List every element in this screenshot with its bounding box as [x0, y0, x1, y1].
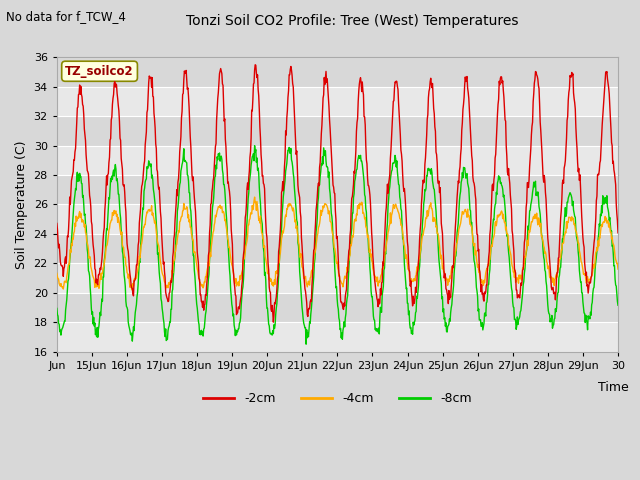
- Line: -4cm: -4cm: [57, 197, 618, 290]
- -4cm: [128, 287, 136, 293]
- -8cm: [302, 341, 310, 347]
- -4cm: [157, 267, 165, 273]
- Bar: [57, 204, 618, 234]
- -8cm: [80, 201, 88, 207]
- -8cm: [385, 196, 392, 202]
- -2cm: [287, 63, 295, 69]
- Line: -8cm: -8cm: [57, 145, 618, 344]
- X-axis label: Time: Time: [598, 381, 629, 394]
- -4cm: [588, 274, 595, 280]
- Bar: [57, 264, 618, 293]
- -4cm: [80, 220, 88, 226]
- -4cm: [251, 194, 259, 200]
- Bar: [57, 293, 618, 322]
- -8cm: [157, 296, 165, 302]
- -8cm: [596, 223, 604, 229]
- -2cm: [596, 160, 604, 166]
- -2cm: [252, 62, 259, 68]
- -2cm: [80, 112, 88, 118]
- Bar: [57, 322, 618, 351]
- -4cm: [614, 266, 622, 272]
- Bar: [57, 58, 618, 87]
- Bar: [57, 175, 618, 204]
- -2cm: [588, 275, 595, 280]
- Text: TZ_soilco2: TZ_soilco2: [65, 65, 134, 78]
- -2cm: [53, 220, 61, 226]
- Bar: [57, 116, 618, 145]
- Line: -2cm: -2cm: [57, 65, 618, 322]
- -4cm: [596, 235, 604, 241]
- -4cm: [385, 228, 392, 233]
- -4cm: [287, 202, 295, 208]
- -8cm: [53, 305, 61, 311]
- -8cm: [287, 150, 294, 156]
- -2cm: [385, 181, 392, 187]
- -8cm: [251, 143, 259, 148]
- Bar: [57, 145, 618, 175]
- -2cm: [614, 230, 622, 236]
- -8cm: [614, 302, 622, 308]
- -2cm: [269, 319, 277, 325]
- Bar: [57, 234, 618, 264]
- Legend: -2cm, -4cm, -8cm: -2cm, -4cm, -8cm: [198, 387, 477, 410]
- -4cm: [53, 270, 61, 276]
- -2cm: [157, 215, 165, 221]
- Text: No data for f_TCW_4: No data for f_TCW_4: [6, 10, 126, 23]
- Text: Tonzi Soil CO2 Profile: Tree (West) Temperatures: Tonzi Soil CO2 Profile: Tree (West) Temp…: [186, 14, 518, 28]
- -8cm: [588, 312, 595, 318]
- Y-axis label: Soil Temperature (C): Soil Temperature (C): [15, 140, 28, 269]
- Bar: [57, 87, 618, 116]
